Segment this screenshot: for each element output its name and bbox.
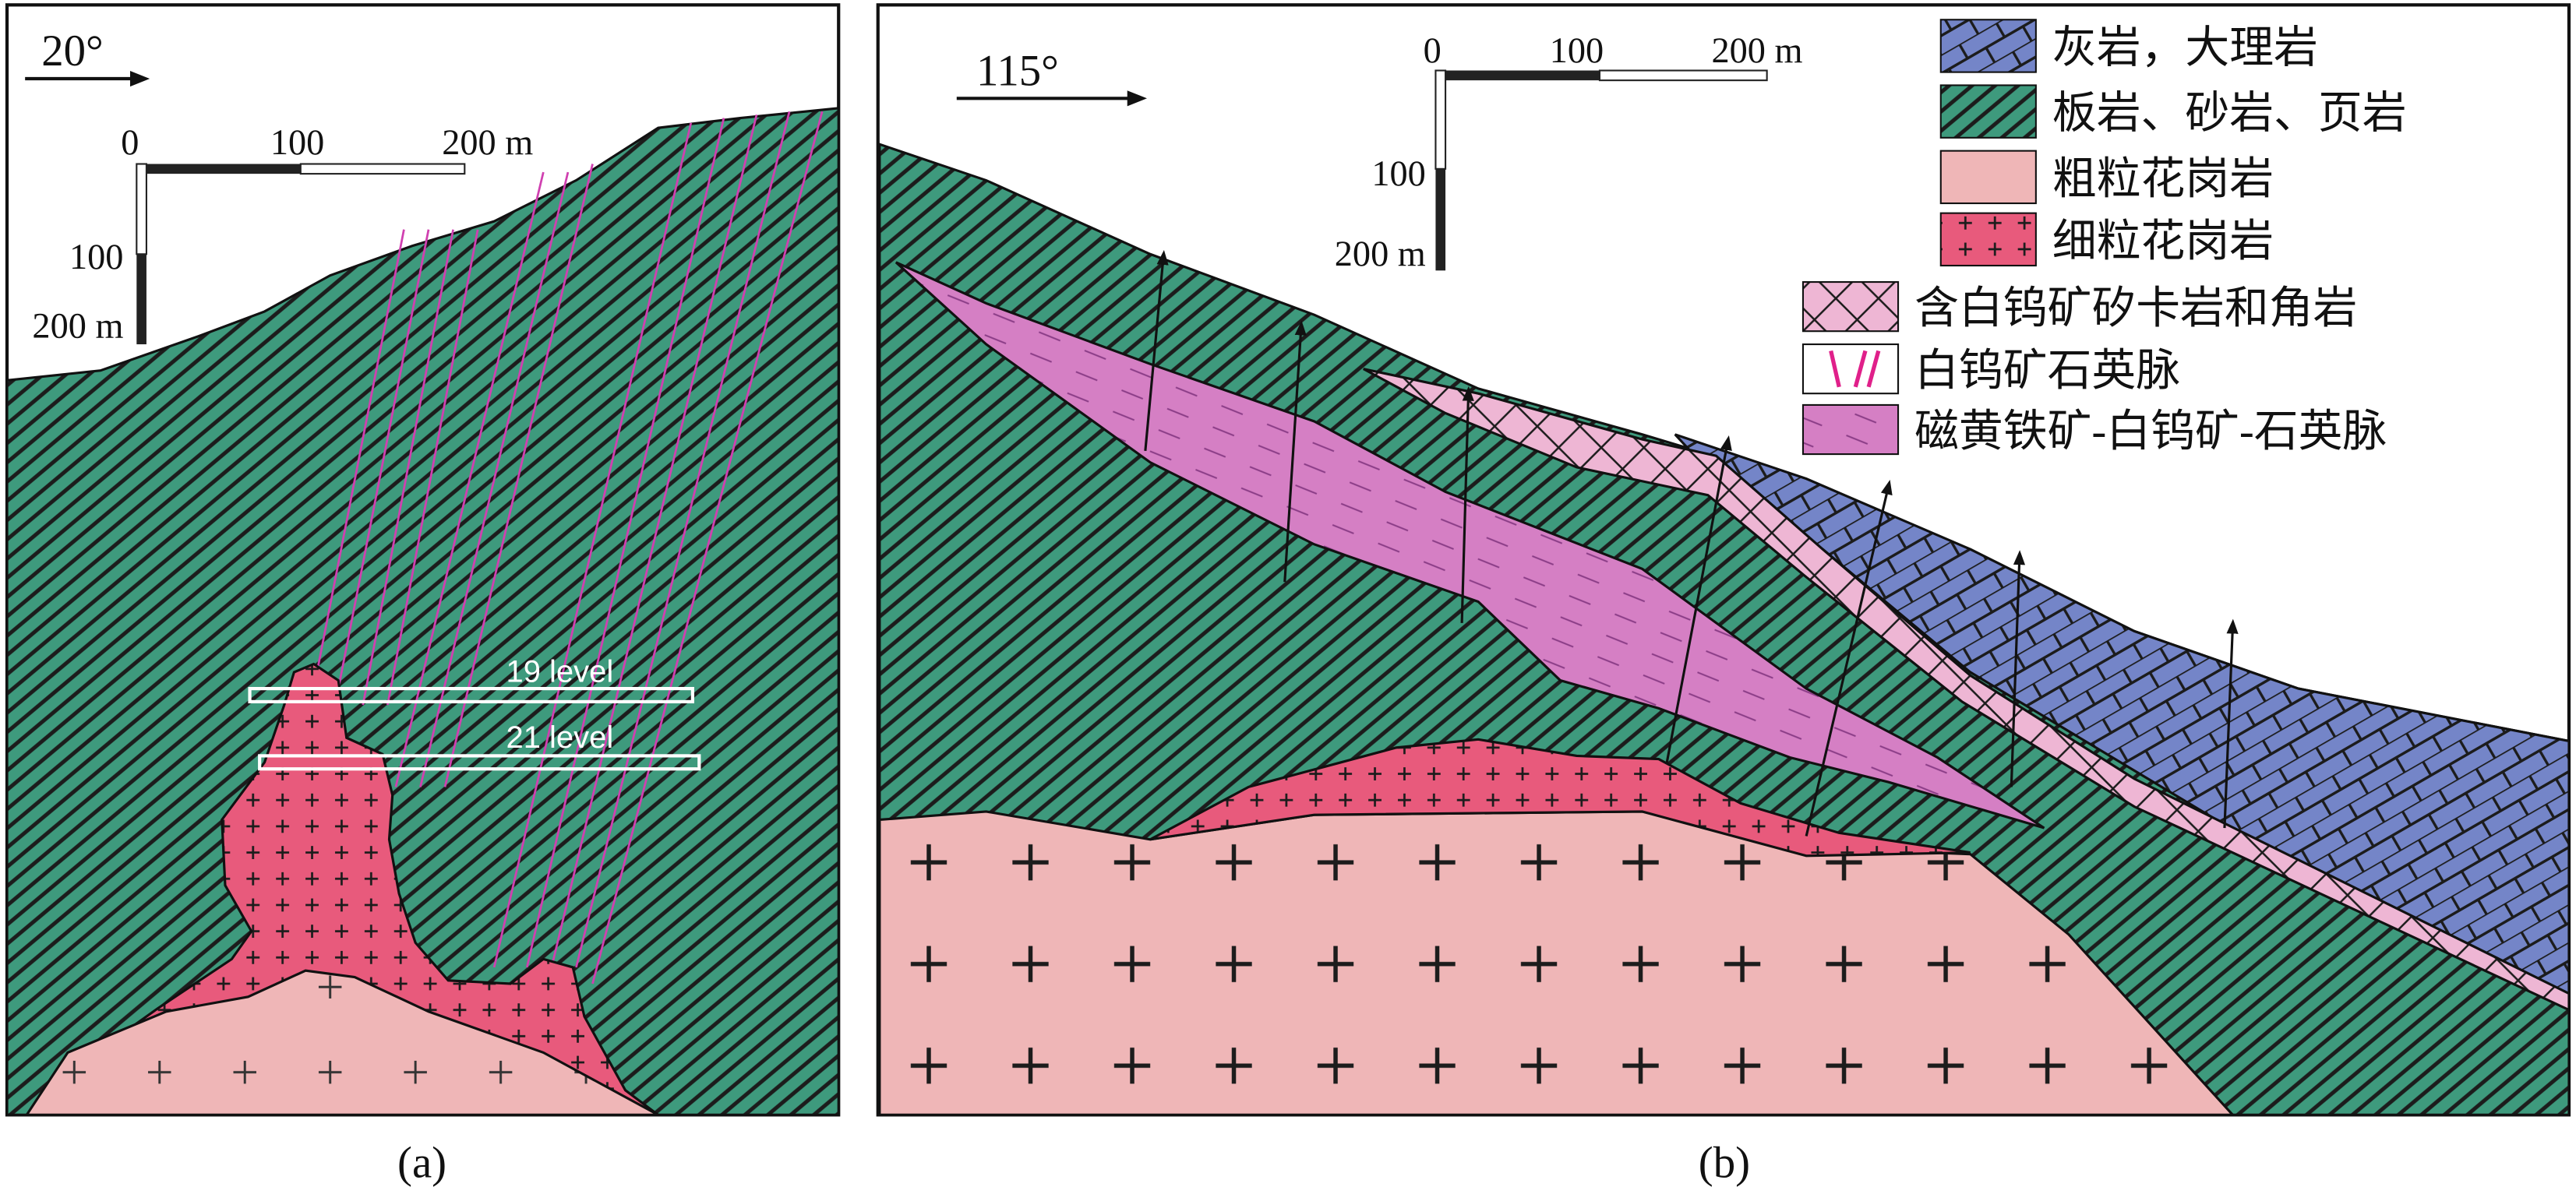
legend: 灰岩，大理岩 板岩、砂岩、页岩 粗粒花岗岩 细粒花岗岩 含白钨矿矽卡岩和角岩 白… — [1801, 19, 2407, 456]
direction: 115° — [976, 46, 1059, 95]
scale-bar — [1434, 69, 1447, 170]
scale-bar — [136, 163, 147, 255]
scale-label: 200 m — [1712, 31, 1803, 71]
legend-label: 细粒花岗岩 — [2052, 217, 2274, 266]
veins — [312, 111, 824, 984]
legend-swatch — [1801, 343, 1900, 395]
legend-swatch — [1939, 150, 2037, 205]
legend-label: 板岩、砂岩、页岩 — [2052, 89, 2407, 138]
scale-label: 0 — [121, 123, 139, 163]
scale-label: 100 — [69, 238, 123, 277]
fine-granite — [48, 662, 662, 1116]
scale-bar — [136, 164, 301, 174]
scale-label: 200 m — [32, 307, 123, 347]
legend-swatch — [1829, 350, 1881, 388]
scale-bar — [299, 163, 466, 175]
level-box — [248, 686, 694, 704]
level-label: 19 level — [506, 655, 613, 689]
caption: (b) — [1699, 1138, 1750, 1187]
panel-b: 115° 0 100 200 m 100 200 m (b) — [876, 3, 2571, 1187]
fine-granite — [1149, 738, 1971, 858]
scale-bar — [1435, 168, 1446, 271]
scale-bar — [1598, 69, 1768, 82]
coarse-granite — [24, 969, 659, 1116]
panel-a: 19 level 21 level 20° 0 100 200 m 100 20… — [5, 3, 841, 1187]
level-label: 21 level — [506, 720, 613, 755]
scale-label: 200 m — [1335, 234, 1426, 274]
scale-label: 0 — [1424, 31, 1442, 71]
legend-label: 磁黄铁矿-白钨矿-石英脉 — [1914, 407, 2387, 456]
scale-label: 100 — [270, 123, 324, 163]
caption: (a) — [397, 1138, 446, 1187]
legend-swatch — [1939, 19, 2037, 73]
legend-label: 粗粒花岗岩 — [2052, 154, 2274, 203]
level-box — [258, 754, 701, 771]
scale-label: 100 — [1550, 31, 1604, 71]
scale-bar — [136, 254, 146, 345]
scale-bar — [1435, 70, 1600, 81]
skarn — [1363, 368, 2571, 1013]
faults — [1144, 250, 2239, 837]
slate — [5, 107, 840, 1116]
legend-swatch — [1939, 212, 2037, 267]
legend-label: 白钨矿石英脉 — [1914, 347, 2180, 396]
legend-label: 含白钨矿矽卡岩和角岩 — [1914, 284, 2357, 333]
scale-label: 200 m — [442, 123, 533, 163]
scale-label: 100 — [1371, 154, 1425, 194]
legend-label: 灰岩，大理岩 — [2052, 23, 2318, 72]
legend-swatch — [1939, 84, 2037, 139]
direction: 20° — [41, 26, 104, 76]
legend-swatch — [1801, 403, 1900, 456]
legend-swatch — [1801, 281, 1900, 333]
